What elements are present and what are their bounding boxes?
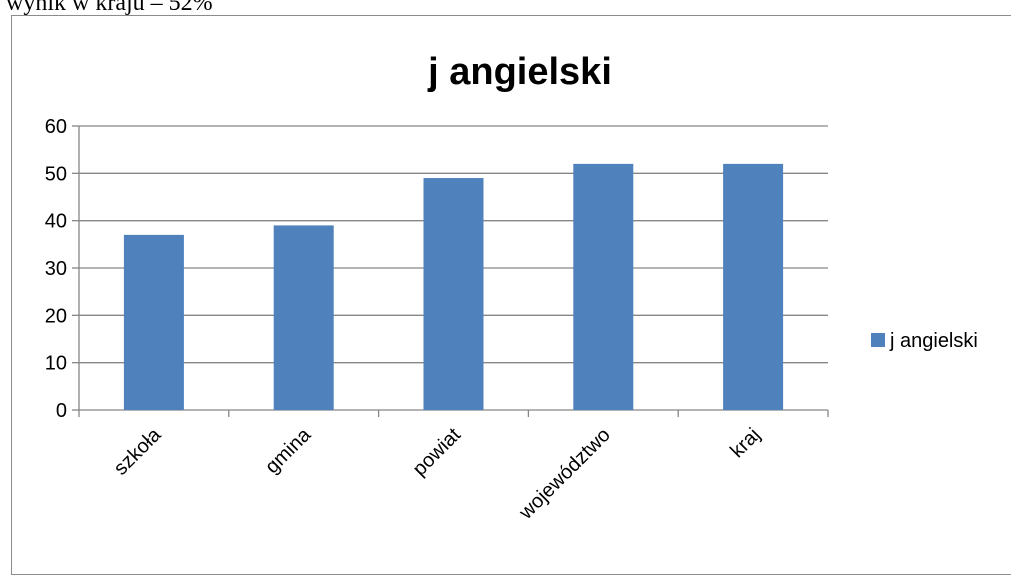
bar-3 (423, 178, 484, 410)
y-tick-label: 40 (45, 211, 67, 233)
bar-4 (573, 163, 634, 410)
x-tick-label: kraj (726, 424, 764, 462)
bar-2 (273, 225, 334, 410)
document-text-line: wynik w kraju – 52% (6, 0, 213, 16)
legend-swatch (871, 333, 885, 347)
y-tick-label: 0 (56, 400, 67, 422)
bar-5 (723, 163, 784, 410)
y-tick-label: 30 (45, 258, 67, 280)
y-tick-label: 50 (45, 163, 67, 185)
legend: j angielski (871, 330, 978, 352)
y-tick-label: 20 (45, 305, 67, 327)
x-tick-label: województwo (514, 424, 614, 524)
y-tick-label: 10 (45, 353, 67, 375)
chart-title: j angielski (427, 51, 612, 93)
x-tick-label: szkoła (110, 423, 166, 479)
y-tick-labels: 0 10 20 30 40 50 60 (45, 116, 67, 422)
legend-label: j angielski (889, 330, 978, 352)
bars (123, 163, 784, 410)
x-tick-label: gmina (261, 423, 316, 478)
y-tick-label: 60 (45, 116, 67, 138)
x-tick-label: powiat (409, 424, 466, 481)
bar-1 (123, 234, 184, 410)
x-tick-labels: szkoła gmina powiat województwo kraj (110, 423, 765, 524)
